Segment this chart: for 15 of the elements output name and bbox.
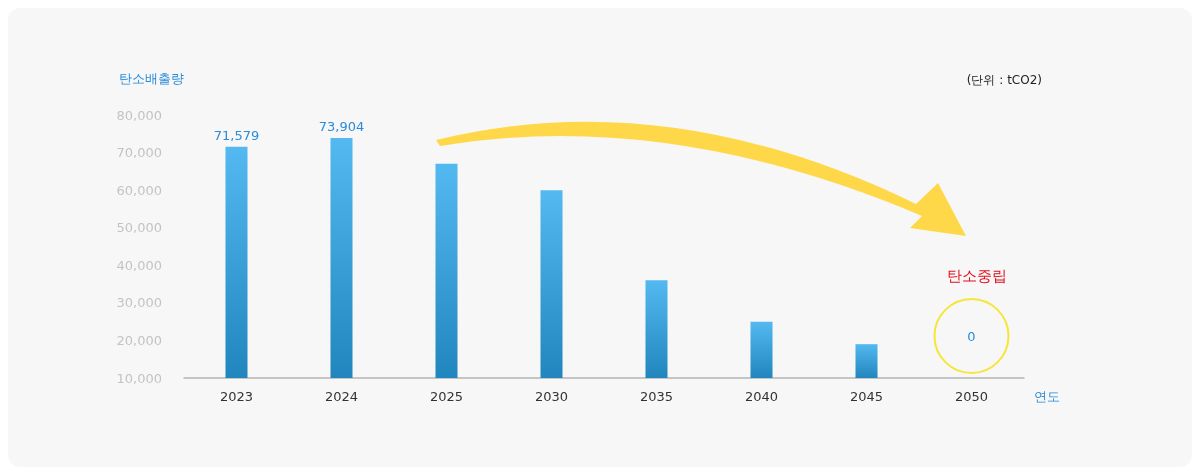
x-tick-label: 2040 [744,389,779,404]
x-tick-label: 2050 [954,389,989,404]
annotation: 0 [967,328,976,344]
y-axis-title: 탄소배출량 [119,71,184,86]
x-tick-label: 2035 [639,389,674,404]
x-tick-label: 2045 [849,389,884,404]
data-label: 73,904 [318,118,365,134]
data-label: 71,579 [213,127,260,143]
x-axis-title: 연도 [1034,389,1060,404]
x-tick-label: 2030 [534,389,569,404]
annotation: 탄소중립 [946,267,1007,285]
x-tick-label: 2024 [324,389,359,404]
text: (단위 : tCO2) [966,73,1042,87]
x-tick-label: 2023 [219,389,254,404]
x-tick-label: 2025 [429,389,464,404]
